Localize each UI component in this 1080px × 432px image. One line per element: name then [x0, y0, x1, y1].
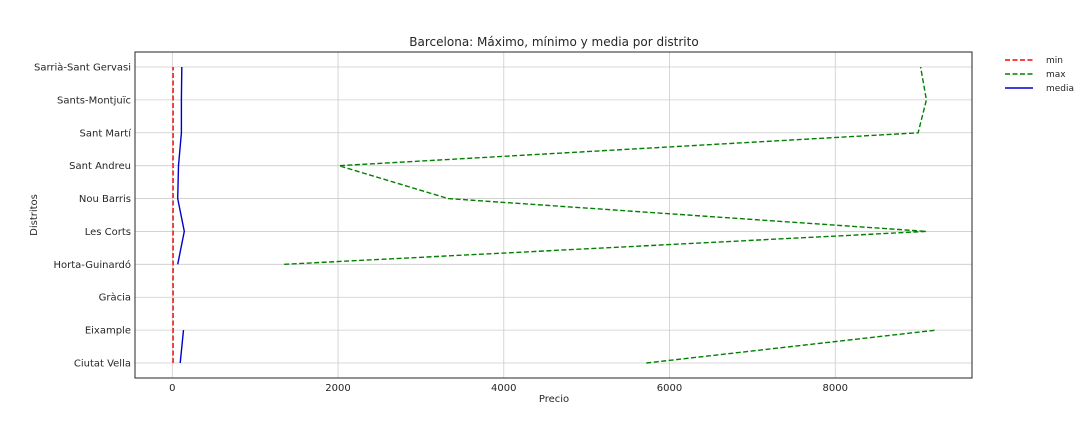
series-line-media — [176, 66, 186, 265]
plot-frame — [134, 51, 973, 379]
legend: min max media — [1005, 56, 1074, 94]
y-tick-label: Nou Barris — [79, 194, 131, 205]
y-axis-title: Distritos — [29, 194, 40, 236]
y-tick-label: Gràcia — [99, 292, 131, 304]
x-tick-label: 4000 — [491, 383, 516, 394]
y-axis-ticks: Ciutat Vella Eixample Gràcia Horta-Guinardó… — [34, 62, 132, 370]
x-tick-label: 2000 — [325, 383, 350, 394]
y-tick-label: Horta-Guinardó — [53, 259, 131, 271]
series-line-media — [179, 330, 185, 364]
x-tick-label: 8000 — [823, 383, 848, 394]
x-tick-label: 0 — [169, 383, 175, 394]
chart-title: Barcelona: Máximo, mínimo y media por di… — [409, 35, 698, 49]
legend-label-min: min — [1046, 56, 1063, 66]
series-media — [176, 66, 186, 364]
x-axis-ticks: 0 2000 4000 6000 8000 — [169, 383, 848, 394]
x-axis-title: Precio — [539, 394, 569, 405]
grid — [135, 52, 972, 378]
y-tick-label: Sarrià-Sant Gervasi — [34, 62, 131, 74]
y-tick-label: Ciutat Vella — [74, 359, 131, 370]
y-tick-label: Sant Martí — [80, 127, 133, 139]
y-tick-label: Sants-Montjuïc — [57, 95, 131, 106]
series-max — [284, 66, 937, 364]
y-tick-label: Eixample — [85, 326, 131, 337]
series-layer — [172, 66, 937, 364]
legend-label-max: max — [1046, 70, 1066, 80]
series-line-max — [646, 329, 937, 364]
y-tick-label: Sant Andreu — [69, 161, 131, 172]
legend-label-media: media — [1046, 84, 1074, 94]
y-tick-label: Les Corts — [85, 227, 131, 238]
x-tick-label: 6000 — [657, 383, 682, 394]
